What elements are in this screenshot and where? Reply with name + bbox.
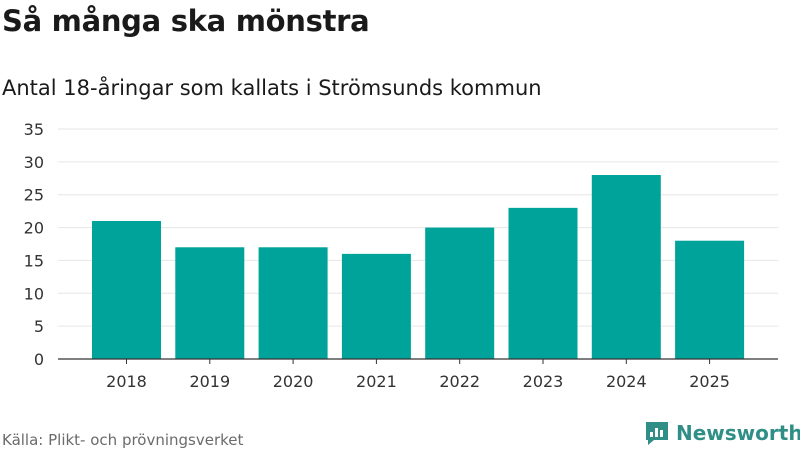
x-axis [58,358,778,364]
y-tick-label: 15 [24,251,44,270]
y-tick-label: 5 [34,317,44,336]
source-note: Källa: Plikt- och prövningsverket [2,431,244,449]
y-tick-label: 0 [34,350,44,369]
x-tick-label: 2020 [273,372,314,391]
gridlines [58,128,778,327]
y-axis-tick-labels: 0 5 10 15 20 25 30 35 [24,120,44,369]
bar-2021 [341,253,411,359]
brand-name: Newsworthy [676,421,800,445]
y-tick-label: 10 [24,284,44,303]
bar-2025 [675,240,745,359]
bar-2018 [92,221,161,359]
bar-2023 [508,207,578,359]
bars [92,175,745,359]
x-tick-label: 2021 [356,372,397,391]
y-tick-label: 35 [24,120,44,139]
x-tick-label: 2019 [189,372,230,391]
x-tick-label: 2025 [689,372,730,391]
bar-2022 [425,227,495,359]
y-tick-label: 25 [24,186,44,205]
bar-2024 [591,175,661,359]
x-tick-label: 2023 [523,372,564,391]
x-tick-label: 2024 [606,372,647,391]
y-tick-label: 30 [24,153,44,172]
chart-title: Så många ska mönstra [2,4,370,38]
bar-2019 [175,247,245,359]
x-axis-tick-labels: 2018 2019 2020 2021 2022 2023 2024 2025 [106,372,730,391]
y-tick-label: 20 [24,219,44,238]
x-tick-label: 2018 [106,372,147,391]
bar-2020 [258,247,328,359]
newsworthy-logo-icon [646,422,668,445]
chart-subtitle: Antal 18-åringar som kallats i Strömsund… [2,76,542,100]
x-tick-label: 2022 [439,372,480,391]
brand-logo[interactable]: Newsworthy [644,420,800,446]
